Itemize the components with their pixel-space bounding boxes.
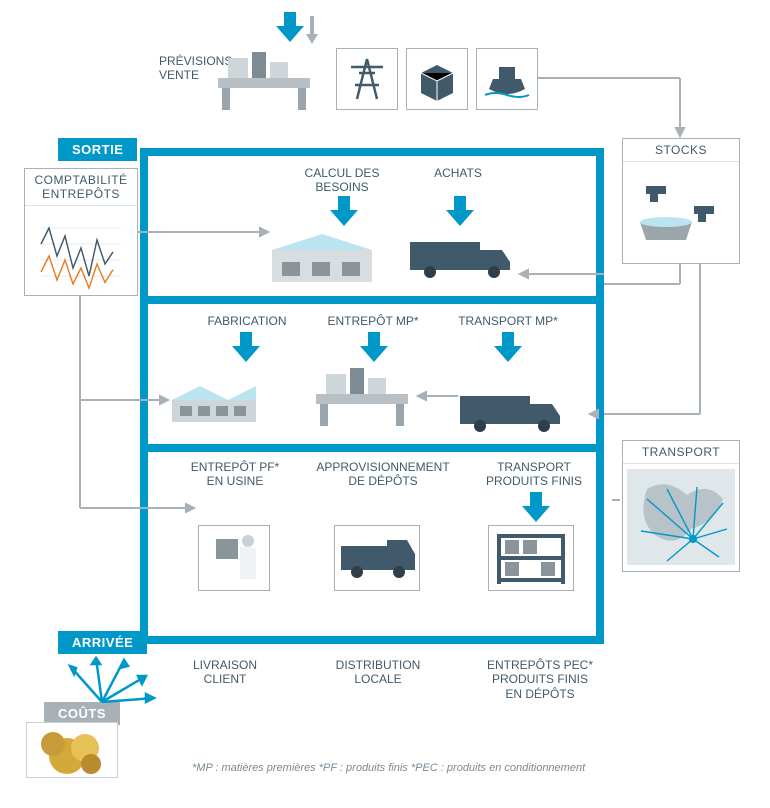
coins-box [26, 722, 118, 778]
footnote: *MP : matières premières *PF : produits … [192, 762, 585, 774]
tag-arrivee: ARRIVÉE [58, 631, 147, 654]
label-livraison: LIVRAISON CLIENT [175, 658, 275, 687]
diagram-canvas: { "colors": { "accent": "#0098c9", "stee… [0, 0, 770, 808]
burst-arrows-icon [62, 654, 162, 710]
label-distribution: DISTRIBUTION LOCALE [318, 658, 438, 687]
label-entrepots-pec: ENTREPÔTS PEC* PRODUITS FINIS EN DÉPÔTS [470, 658, 610, 701]
coins-icon [37, 726, 107, 774]
